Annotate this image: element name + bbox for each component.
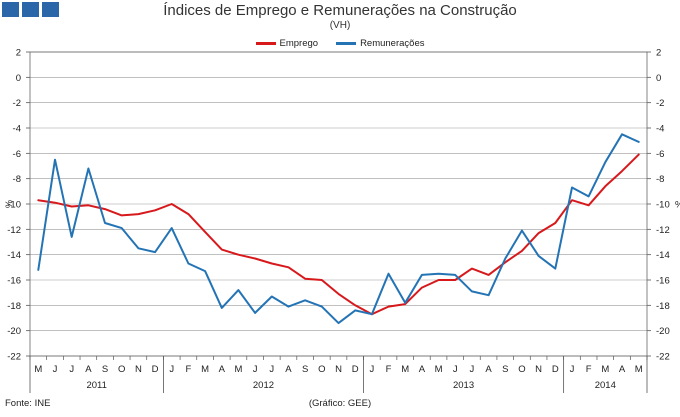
y-tick-label-right: -14 (656, 250, 670, 261)
x-tick-label: M (401, 364, 409, 375)
y-tick-label-right: -12 (656, 225, 670, 236)
x-tick-label: F (386, 364, 392, 375)
y-tick-label-left: 0 (16, 73, 21, 84)
x-tick-label: O (318, 364, 325, 375)
legend-item-remuneracoes: Remunerações (336, 38, 424, 49)
x-tick-label: S (502, 364, 508, 375)
legend-item-emprego: Emprego (255, 38, 319, 49)
x-tick-label: J (570, 364, 575, 375)
y-tick-label-left: -4 (13, 124, 21, 135)
plot-frame (29, 51, 648, 357)
x-tick-label: S (302, 364, 308, 375)
year-label: 2013 (453, 380, 474, 391)
y-tick-label-right: -16 (656, 276, 670, 287)
x-tick-label: M (234, 364, 242, 375)
source-note: Fonte: INE (5, 398, 51, 409)
credit-note: (Gráfico: GEE) (308, 398, 372, 409)
y-axis-label-right: % (675, 200, 680, 211)
x-tick-label: D (552, 364, 559, 375)
y-axis-label-left: % (4, 200, 14, 208)
x-tick-label: M (201, 364, 209, 375)
x-tick-label: A (419, 364, 426, 375)
chart-legend: Emprego Remunerações (0, 38, 680, 49)
y-tick-label-left: -16 (7, 276, 21, 287)
x-tick-label: N (335, 364, 342, 375)
y-tick-label-right: -20 (656, 326, 670, 337)
logo-square (22, 2, 39, 17)
logo-square (2, 2, 19, 17)
y-tick-label-left: -6 (13, 149, 21, 160)
x-tick-label: N (535, 364, 542, 375)
x-tick-label: J (169, 364, 174, 375)
y-tick-label-left: -18 (7, 301, 21, 312)
y-tick-label-left: -8 (13, 174, 21, 185)
x-tick-label: M (34, 364, 42, 375)
logo-square (42, 2, 59, 17)
x-tick-label: O (118, 364, 125, 375)
y-tick-label-right: 0 (656, 73, 661, 84)
ine-logo (2, 2, 59, 17)
y-tick-label-right: -6 (656, 149, 664, 160)
y-tick-label-right: -2 (656, 98, 664, 109)
chart-subtitle: (VH) (329, 20, 351, 31)
x-tick-label: N (135, 364, 142, 375)
y-tick-label-right: 2 (656, 48, 661, 59)
x-tick-label: J (470, 364, 475, 375)
year-label: 2012 (253, 380, 274, 391)
x-tick-label: D (152, 364, 159, 375)
y-tick-label-right: -4 (656, 124, 664, 135)
year-label: 2014 (595, 380, 616, 391)
x-tick-label: J (453, 364, 458, 375)
series-line-emprego (37, 153, 640, 316)
series-line-remuneracoes (37, 133, 640, 325)
y-tick-label-left: -20 (7, 326, 21, 337)
chart-title: Índices de Emprego e Remunerações na Con… (163, 2, 517, 19)
y-tick-label-right: -18 (656, 301, 670, 312)
legend-label-emprego: Emprego (279, 38, 319, 49)
y-tick-label-right: -22 (656, 352, 670, 363)
legend-swatch-emprego (255, 42, 276, 45)
x-tick-label: J (253, 364, 258, 375)
x-tick-label: F (586, 364, 592, 375)
y-tick-label-left: 2 (16, 48, 21, 59)
legend-swatch-remuneracoes (336, 42, 357, 45)
y-tick-label-left: -12 (7, 225, 21, 236)
x-tick-label: A (485, 364, 492, 375)
x-tick-label: A (85, 364, 92, 375)
x-tick-label: S (102, 364, 108, 375)
x-tick-label: F (186, 364, 192, 375)
x-tick-label: A (219, 364, 226, 375)
y-tick-label-left: -2 (13, 98, 21, 109)
legend-label-remuneracoes: Remunerações (360, 38, 425, 49)
year-label: 2011 (86, 380, 106, 391)
x-tick-label: O (518, 364, 525, 375)
x-tick-label: A (619, 364, 626, 375)
y-tick-label-left: -10 (7, 200, 21, 211)
x-tick-label: M (435, 364, 443, 375)
x-tick-label: J (369, 364, 374, 375)
y-tick-label-left: -14 (7, 250, 21, 261)
x-tick-label: J (69, 364, 74, 375)
x-tick-label: D (352, 364, 359, 375)
y-tick-label-left: -22 (7, 352, 21, 363)
x-tick-label: J (269, 364, 274, 375)
x-tick-label: M (635, 364, 643, 375)
x-tick-label: A (285, 364, 292, 375)
x-tick-label: M (601, 364, 609, 375)
y-tick-label-right: -10 (656, 200, 670, 211)
y-tick-label-right: -8 (656, 174, 664, 185)
x-tick-label: J (53, 364, 58, 375)
